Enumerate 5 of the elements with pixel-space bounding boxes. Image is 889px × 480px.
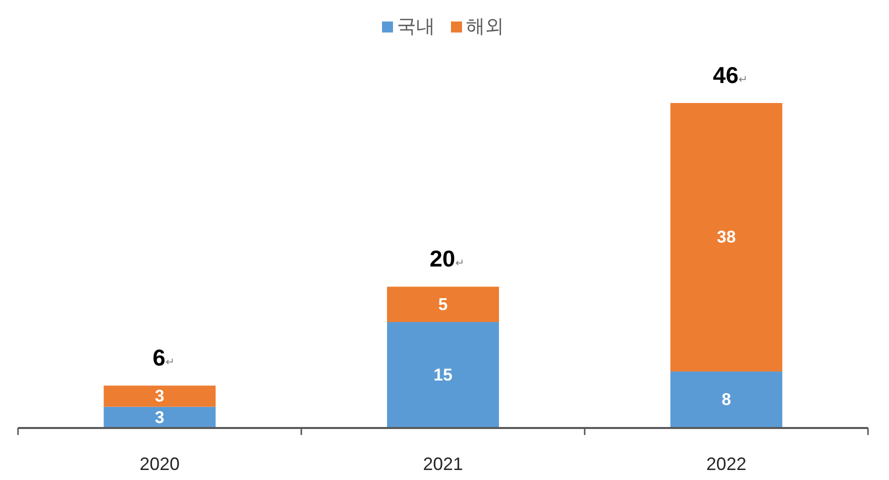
total: 6↵ xyxy=(152,344,175,371)
legend-label: 해외 xyxy=(466,16,504,38)
total: 46↵ xyxy=(712,62,748,88)
legend-label: 국내 xyxy=(397,16,435,38)
total: 20↵ xyxy=(430,246,464,272)
